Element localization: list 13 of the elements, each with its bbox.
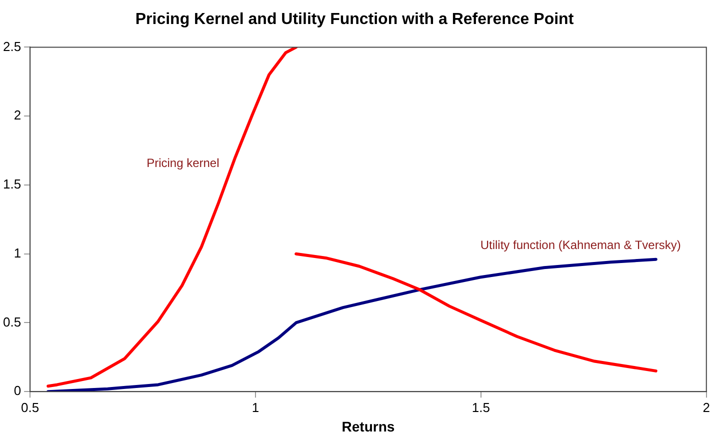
series-label: Utility function (Kahneman & Tversky)	[480, 238, 681, 252]
x-tick-label: 2	[702, 400, 710, 415]
y-tick-label: 2.5	[2, 38, 22, 54]
x-axis-title: Returns	[342, 418, 395, 434]
x-tick-label: 1.5	[472, 400, 490, 415]
series-label: Pricing kernel	[146, 156, 220, 170]
y-tick-label: 2	[14, 108, 22, 123]
x-tick-label: 1	[252, 400, 260, 415]
y-tick-label: 1	[14, 245, 22, 260]
y-tick-label: 0.5	[2, 314, 22, 330]
y-tick-label: 1.5	[2, 176, 22, 192]
y-tick-label: 0	[14, 383, 22, 398]
chart-title: Pricing Kernel and Utility Function with a Reference Point	[135, 11, 574, 28]
